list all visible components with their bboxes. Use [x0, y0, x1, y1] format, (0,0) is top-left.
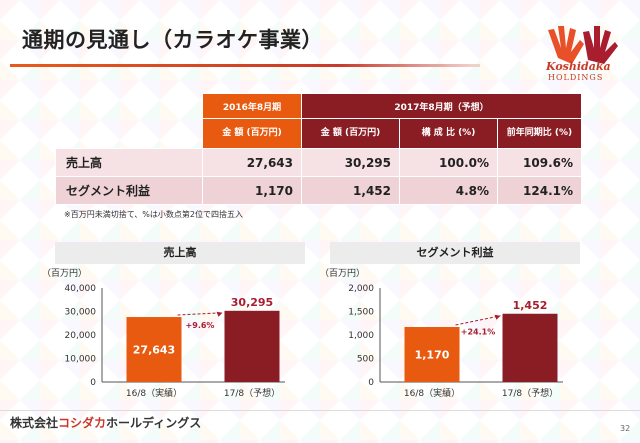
- subheader-amount-2017: 金 額 (百万円): [301, 118, 400, 149]
- page-title: 通期の見通し（カラオケ事業）: [22, 28, 323, 52]
- y-tick-label: 40,000: [65, 284, 97, 294]
- table-row: 売上高 27,643 30,295 100.0% 109.6%: [55, 148, 582, 177]
- y-tick-label: 20,000: [65, 331, 97, 341]
- growth-arrowhead: [494, 314, 501, 320]
- y-tick-label: 2,000: [348, 284, 374, 294]
- header-2017: 2017年8月期（予想）: [301, 93, 582, 119]
- bar: [224, 310, 280, 382]
- y-tick-label: 1,500: [348, 308, 374, 318]
- forecast-table: 2016年8月期 2017年8月期（予想） 金 額 (百万円) 金 額 (百万円…: [55, 93, 582, 205]
- cell-value: 109.6%: [497, 148, 582, 177]
- y-tick-label: 1,000: [348, 331, 374, 341]
- growth-arrow: [455, 315, 501, 326]
- footer-divider: [0, 410, 640, 411]
- x-tick-label: 16/8（実績）: [404, 387, 460, 399]
- data-label: 1,170: [415, 349, 450, 362]
- bar: [126, 317, 182, 382]
- y-unit-label: （百万円）: [42, 268, 87, 279]
- data-label: 1,452: [513, 299, 548, 312]
- footer-prefix: 株式会社: [10, 416, 59, 430]
- bar: [404, 327, 460, 382]
- x-tick-label: 17/8（予想）: [224, 387, 280, 399]
- footnote: ※百万円未満切捨て、%は小数点第2位で四捨五入: [64, 210, 243, 219]
- logo-wordmark: Koshidaka: [546, 60, 611, 73]
- footer-brand: コシダカ: [58, 416, 107, 430]
- chart-title-sales: 売上高: [55, 242, 305, 264]
- header-2016: 2016年8月期: [202, 93, 302, 119]
- sales-bar-chart: （百万円） 0 10,000 20,000 30,000 40,000 16/8（実績） 17…: [42, 268, 285, 399]
- growth-arrow: [177, 312, 223, 316]
- subheader-ratio: 構 成 比 (%): [399, 118, 498, 149]
- subheader-amount-2016: 金 額 (百万円): [202, 118, 302, 149]
- cell-value: 124.1%: [497, 176, 582, 205]
- chart-title-profit: セグメント利益: [330, 242, 580, 264]
- footer-suffix: ホールディングス: [106, 416, 202, 430]
- logo-subtitle: HOLDINGS: [548, 73, 604, 82]
- title-underline: [10, 64, 480, 67]
- hands-logo-icon: [548, 26, 618, 64]
- cell-value: 27,643: [202, 148, 302, 177]
- data-label: 27,643: [133, 344, 175, 357]
- x-tick-label: 17/8（予想）: [502, 387, 558, 399]
- bar: [502, 313, 558, 382]
- x-tick-label: 16/8（実績）: [126, 387, 182, 399]
- cell-value: 4.8%: [399, 176, 498, 205]
- data-label: 30,295: [231, 296, 273, 309]
- y-tick-label: 500: [357, 355, 374, 365]
- row-label: セグメント利益: [55, 176, 203, 205]
- y-tick-label: 0: [368, 378, 374, 388]
- cell-value: 1,170: [202, 176, 302, 205]
- row-label: 売上高: [55, 148, 203, 177]
- y-tick-label: 0: [90, 378, 96, 388]
- footer-company: 株式会社コシダカホールディングス: [10, 414, 201, 431]
- profit-bar-chart: （百万円） 0 500 1,000 1,500 2,000 16/8（実績） 17/8（予想）…: [320, 268, 563, 399]
- cell-value: 100.0%: [399, 148, 498, 177]
- y-tick-label: 10,000: [65, 355, 97, 365]
- growth-arrowhead: [216, 311, 223, 317]
- page-number: 32: [620, 424, 631, 433]
- subheader-yoy: 前年同期比 (%): [497, 118, 582, 149]
- table-row: セグメント利益 1,170 1,452 4.8% 124.1%: [55, 176, 582, 205]
- y-tick-label: 30,000: [65, 308, 97, 318]
- y-unit-label: （百万円）: [320, 268, 365, 279]
- cell-value: 1,452: [301, 176, 400, 205]
- growth-label: +9.6%: [186, 321, 215, 330]
- growth-label: +24.1%: [461, 327, 495, 336]
- cell-value: 30,295: [301, 148, 400, 177]
